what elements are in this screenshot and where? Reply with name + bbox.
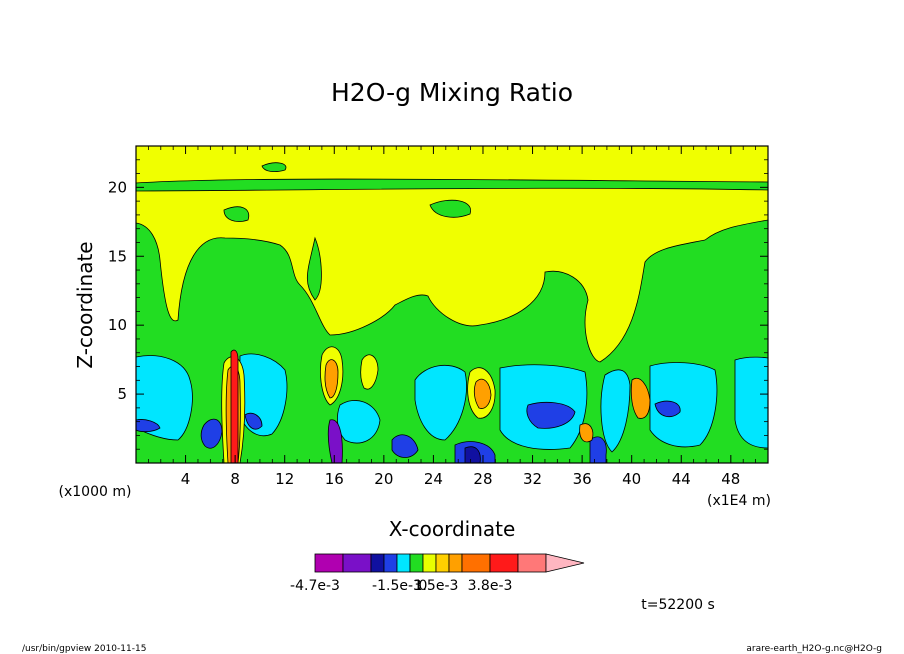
region-orange-blob xyxy=(324,359,339,399)
x-tick-label: 36 xyxy=(573,470,592,488)
colorbar-bin xyxy=(489,553,519,573)
region-cyan xyxy=(649,362,718,448)
region-orange-blob xyxy=(579,423,594,443)
colorbar-label: -4.7e-3 xyxy=(290,578,340,594)
plot-frame xyxy=(135,145,769,464)
x-axis-label: X-coordinate xyxy=(389,517,516,541)
colorbar-bin xyxy=(517,553,547,573)
x-tick-label: 20 xyxy=(374,470,393,488)
x-tick-label: 8 xyxy=(230,470,240,488)
colorbar-bin xyxy=(370,553,385,573)
y-tick-label: 20 xyxy=(108,178,127,196)
x-axis: 4 8 12 16 20 24 28 32 36 40 44 48 xyxy=(147,146,757,488)
region-blue xyxy=(391,434,419,458)
colorbar-bin xyxy=(342,553,372,573)
y-tick-label: 15 xyxy=(108,247,127,265)
colorbar-bin xyxy=(314,553,344,573)
colorbar-bin xyxy=(409,553,424,573)
region-green-band xyxy=(136,178,768,192)
region-yellow-upper xyxy=(136,146,768,363)
x-tick-label: 40 xyxy=(622,470,641,488)
colorbar-label: 3.8e-3 xyxy=(468,578,513,594)
region-cyan xyxy=(734,356,768,449)
x-tick-label: 28 xyxy=(473,470,492,488)
y-tick-label: 5 xyxy=(117,385,127,403)
colorbar-labels: -4.7e-3 -1.5e-301.5e-3 3.8e-3 xyxy=(290,578,512,594)
region-cyan xyxy=(600,369,631,453)
footer-left: /usr/bin/gpview 2010-11-15 xyxy=(22,644,146,654)
region-blue xyxy=(654,400,681,418)
region-cyan xyxy=(337,400,381,444)
y-tick-label: 10 xyxy=(108,316,127,334)
region-red-column xyxy=(230,349,239,463)
colorbar-label: 1.5e-3 xyxy=(414,578,459,594)
region-green-blob xyxy=(306,236,322,301)
x-unit-left: (x1000 m) xyxy=(59,484,132,500)
chart-title: H2O-g Mixing Ratio xyxy=(331,78,573,107)
x-tick-label: 24 xyxy=(424,470,443,488)
x-tick-label: 48 xyxy=(721,470,740,488)
x-unit-right: (x1E4 m) xyxy=(707,493,771,509)
region-green-blob xyxy=(429,199,471,218)
region-blue xyxy=(244,412,263,430)
footer-right: arare-earth_H2O-g.nc@H2O-g xyxy=(746,644,882,654)
time-label: t=52200 s xyxy=(641,597,715,613)
colorbar-bin xyxy=(461,553,491,573)
region-blue xyxy=(589,436,607,463)
x-tick-label: 44 xyxy=(672,470,691,488)
x-tick-label: 4 xyxy=(181,470,191,488)
region-green-blob xyxy=(261,162,287,173)
colorbar-extend-arrow xyxy=(545,553,585,573)
colorbar-label: -1.5e-3 xyxy=(372,578,422,594)
x-tick-label: 32 xyxy=(523,470,542,488)
region-orange-blob xyxy=(630,378,651,419)
colorbar-bin xyxy=(422,553,437,573)
region-orange-blob xyxy=(473,378,492,409)
colorbar-bin xyxy=(383,553,398,573)
colorbar-bin xyxy=(435,553,450,573)
heatmap-field xyxy=(136,146,768,463)
region-purple xyxy=(327,419,343,463)
colorbar-bin xyxy=(448,553,463,573)
region-green-blob xyxy=(223,206,250,222)
colorbar xyxy=(314,553,585,573)
y-axis: 5 10 15 20 xyxy=(108,159,768,450)
region-blue xyxy=(136,419,161,433)
colorbar-bin xyxy=(396,553,411,573)
region-navy xyxy=(464,446,481,463)
x-tick-label: 12 xyxy=(275,470,294,488)
colorbar-label: 0 xyxy=(419,578,428,594)
region-cyan xyxy=(414,364,467,441)
region-blue xyxy=(526,401,576,429)
region-cyan xyxy=(136,355,193,441)
x-tick-label: 16 xyxy=(325,470,344,488)
region-blue xyxy=(200,418,223,449)
region-yellow-blob xyxy=(360,354,379,390)
y-axis-label: Z-coordinate xyxy=(73,241,97,368)
